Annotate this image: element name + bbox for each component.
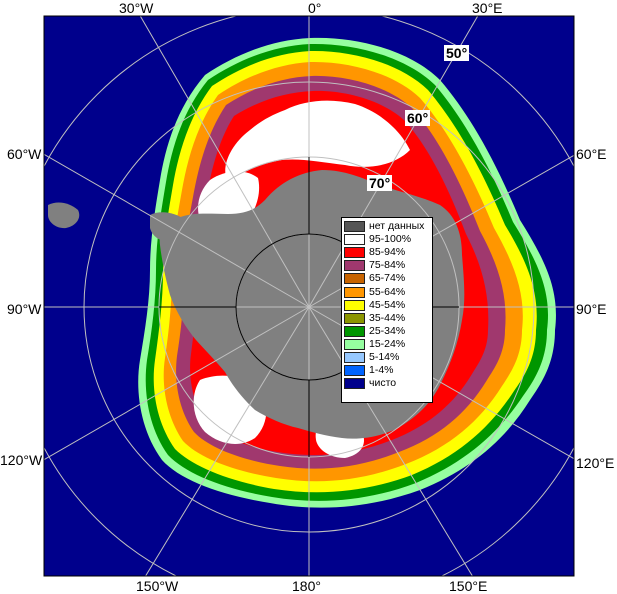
label-lat-50: 50° (444, 45, 470, 61)
legend-item: 85-94% (344, 246, 430, 259)
legend-swatch (344, 378, 365, 390)
legend-label: 15-24% (369, 337, 406, 350)
legend-item: 65-74% (344, 272, 430, 285)
legend-item: 45-54% (344, 299, 430, 312)
legend-item: 95-100% (344, 233, 430, 246)
legend-label: нет данных (369, 220, 425, 233)
legend-swatch (344, 247, 365, 259)
legend-swatch (344, 221, 365, 233)
label-180: 180° (292, 578, 321, 594)
map-frame (43, 15, 575, 577)
label-30w: 30°W (119, 0, 154, 16)
legend-label: 35-44% (369, 311, 406, 324)
legend-label: чисто (369, 377, 397, 390)
legend-item: 35-44% (344, 312, 430, 325)
legend-item: нет данных (344, 220, 430, 233)
legend-item: 15-24% (344, 338, 430, 351)
legend-label: 95-100% (369, 233, 412, 246)
legend-label: 25-34% (369, 324, 406, 337)
legend-item: 55-64% (344, 285, 430, 298)
legend-swatch (344, 338, 365, 350)
label-150e: 150°E (449, 578, 488, 594)
label-60e: 60°E (576, 146, 607, 162)
legend-swatch (344, 299, 365, 311)
legend-swatch (344, 351, 365, 363)
legend-label: 75-84% (369, 259, 406, 272)
legend-swatch (344, 325, 365, 337)
legend: нет данных 95-100% 85-94% 75-84% 65-74% 55-64… (341, 217, 433, 403)
legend-item: 75-84% (344, 259, 430, 272)
label-lat-70: 70° (367, 175, 393, 191)
legend-swatch (344, 365, 365, 377)
legend-label: 55-64% (369, 285, 406, 298)
label-150w: 150°W (136, 578, 179, 594)
legend-swatch (344, 234, 365, 246)
legend-item: чисто (344, 377, 430, 390)
legend-label: 85-94% (369, 246, 406, 259)
label-120e: 120°E (576, 455, 615, 471)
legend-item: 5-14% (344, 351, 430, 364)
legend-label: 5-14% (369, 350, 400, 363)
label-120w: 120°W (0, 452, 43, 468)
label-60w: 60°W (7, 146, 42, 162)
legend-swatch (344, 260, 365, 272)
legend-swatch (344, 312, 365, 324)
legend-label: 45-54% (369, 298, 406, 311)
label-90w: 90°W (7, 301, 42, 317)
legend-label: 1-4% (369, 364, 394, 377)
label-0: 0° (308, 0, 322, 16)
legend-label: 65-74% (369, 272, 406, 285)
label-lat-60: 60° (405, 110, 431, 126)
legend-item: 25-34% (344, 325, 430, 338)
legend-swatch (344, 286, 365, 298)
south-america-tip (48, 202, 80, 229)
label-30e: 30°E (472, 0, 503, 16)
label-90e: 90°E (576, 301, 607, 317)
legend-item: 1-4% (344, 364, 430, 377)
legend-swatch (344, 273, 365, 285)
